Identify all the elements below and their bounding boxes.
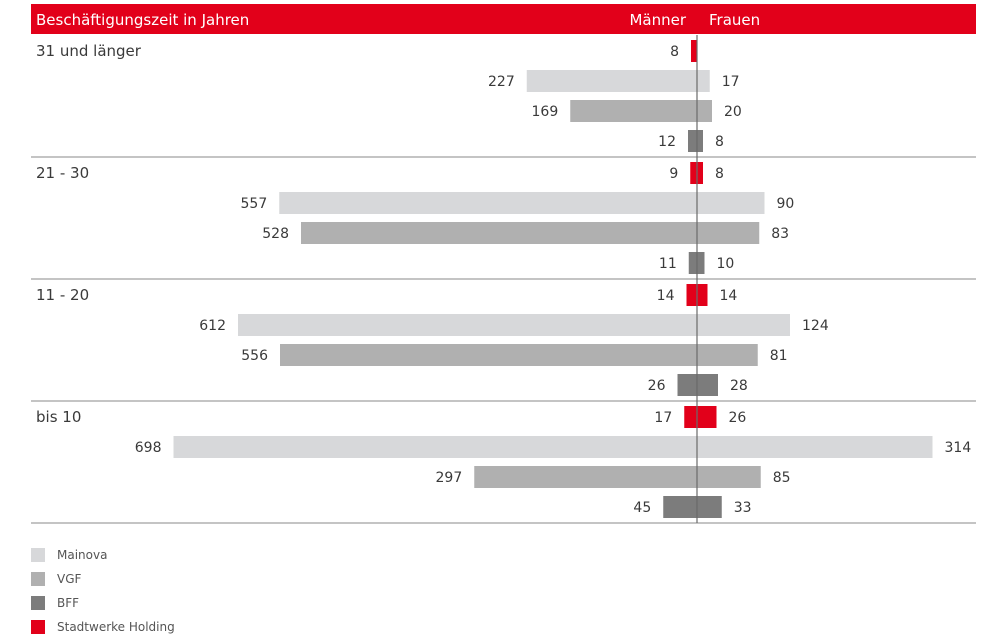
bar-maenner-mainova (238, 314, 697, 336)
value-label-frauen: 33 (734, 500, 752, 516)
bar-maenner-vgf (570, 100, 697, 122)
legend-swatch (31, 548, 45, 562)
bar-maenner-stadtwerke-holding (684, 406, 697, 428)
value-label-frauen: 28 (730, 378, 748, 394)
value-label-frauen: 90 (777, 196, 795, 212)
bar-maenner-mainova (173, 436, 697, 458)
bar-frauen-bff (697, 130, 703, 152)
value-label-frauen: 85 (773, 470, 791, 486)
value-label-maenner: 17 (654, 410, 672, 426)
legend-swatch (31, 572, 45, 586)
legend-swatch (31, 620, 45, 634)
bar-frauen-stadtwerke-holding (697, 162, 703, 184)
value-label-maenner: 557 (241, 196, 268, 212)
bar-frauen-vgf (697, 100, 712, 122)
header-right-label: Frauen (709, 11, 760, 29)
value-label-maenner: 528 (262, 226, 289, 242)
bar-frauen-vgf (697, 222, 760, 244)
legend-label: Stadtwerke Holding (57, 620, 175, 634)
value-label-frauen: 26 (729, 410, 747, 426)
group-label: bis 10 (36, 408, 81, 426)
value-label-maenner: 169 (532, 104, 559, 120)
group-label: 21 - 30 (36, 164, 89, 182)
bar-maenner-mainova (526, 70, 697, 92)
value-label-frauen: 314 (945, 440, 972, 456)
bar-frauen-bff (697, 496, 722, 518)
legend-label: VGF (57, 572, 82, 586)
legend-swatch (31, 596, 45, 610)
bar-frauen-mainova (697, 314, 790, 336)
bar-maenner-bff (663, 496, 697, 518)
value-label-maenner: 14 (657, 288, 675, 304)
legend: Mainova VGF BFF Stadtwerke Holding (31, 548, 175, 634)
bar-maenner-bff (688, 130, 697, 152)
value-label-maenner: 297 (436, 470, 463, 486)
bar-maenner-stadtwerke-holding (691, 40, 697, 62)
value-label-maenner: 227 (488, 74, 515, 90)
value-label-frauen: 17 (722, 74, 740, 90)
value-label-maenner: 12 (658, 134, 676, 150)
plot-area: 31 und länger 8 227 17 169 20 12 8 21 - 30 9 8 557 9… (31, 35, 976, 524)
value-label-frauen: 124 (802, 318, 829, 334)
legend-label: BFF (57, 596, 79, 610)
bar-maenner-bff (688, 252, 697, 274)
bar-frauen-bff (697, 374, 718, 396)
bar-frauen-vgf (697, 466, 761, 488)
header-title: Beschäftigungszeit in Jahren (36, 11, 249, 29)
value-label-frauen: 14 (720, 288, 738, 304)
value-label-frauen: 10 (717, 256, 735, 272)
bar-maenner-vgf (301, 222, 697, 244)
bar-maenner-stadtwerke-holding (686, 284, 697, 306)
value-label-maenner: 8 (670, 44, 679, 60)
bar-frauen-mainova (697, 436, 933, 458)
value-label-frauen: 83 (771, 226, 789, 242)
bar-frauen-bff (697, 252, 705, 274)
header-bar (31, 4, 976, 34)
value-label-frauen: 8 (715, 166, 724, 182)
bar-maenner-bff (677, 374, 697, 396)
value-label-maenner: 9 (669, 166, 678, 182)
value-label-maenner: 556 (241, 348, 268, 364)
value-label-frauen: 81 (770, 348, 788, 364)
bar-maenner-vgf (280, 344, 697, 366)
value-label-frauen: 8 (715, 134, 724, 150)
value-label-maenner: 26 (648, 378, 666, 394)
group-label: 11 - 20 (36, 286, 89, 304)
legend-label: Mainova (57, 548, 107, 562)
value-label-maenner: 612 (199, 318, 226, 334)
bar-frauen-mainova (697, 192, 765, 214)
bar-frauen-stadtwerke-holding (697, 406, 717, 428)
bar-maenner-stadtwerke-holding (690, 162, 697, 184)
bar-maenner-vgf (474, 466, 697, 488)
bar-frauen-mainova (697, 70, 710, 92)
group-label: 31 und länger (36, 42, 142, 60)
header-left-label: Männer (629, 11, 686, 29)
bar-maenner-mainova (279, 192, 697, 214)
value-label-maenner: 11 (659, 256, 677, 272)
value-label-frauen: 20 (724, 104, 742, 120)
value-label-maenner: 698 (135, 440, 162, 456)
value-label-maenner: 45 (633, 500, 651, 516)
bar-frauen-vgf (697, 344, 758, 366)
bar-frauen-stadtwerke-holding (697, 284, 708, 306)
